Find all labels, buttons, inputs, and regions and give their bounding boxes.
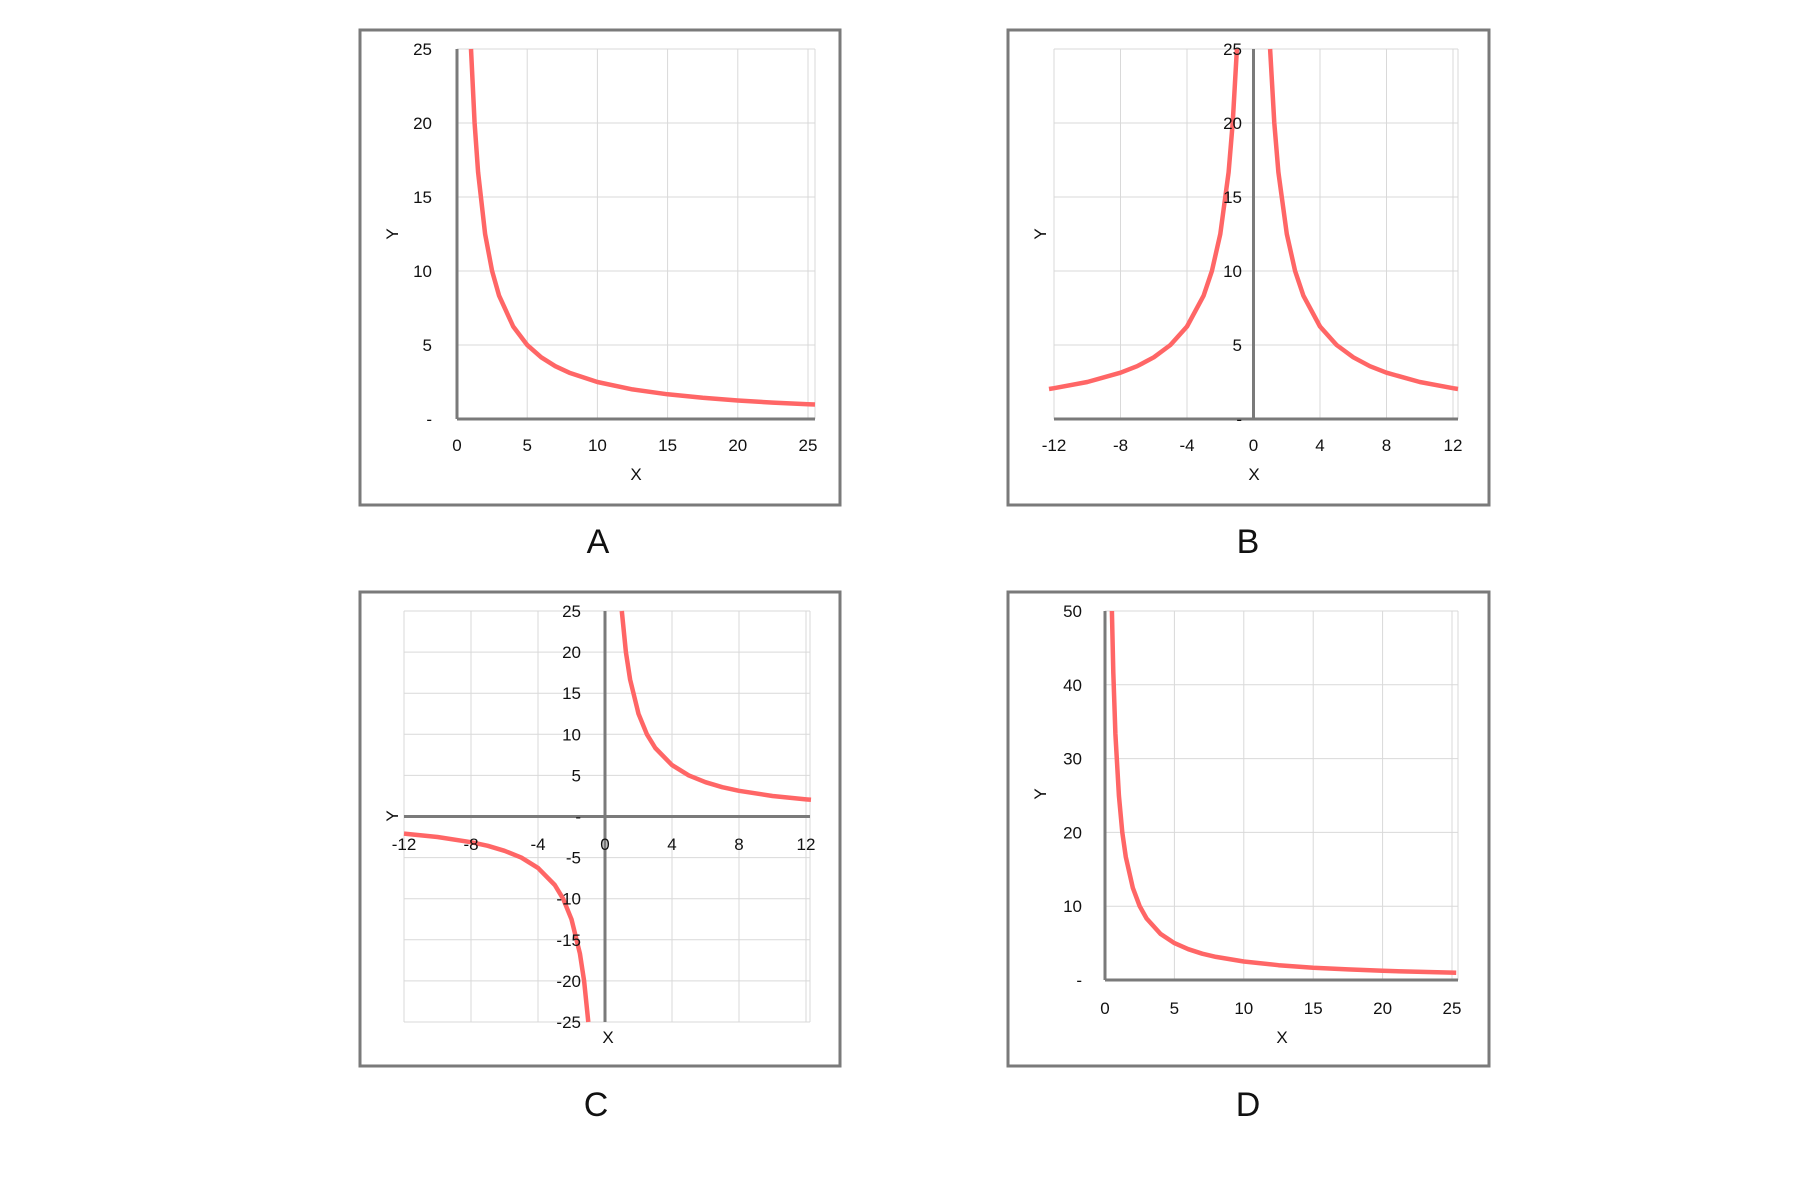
x-tick-label: 15 bbox=[658, 436, 677, 455]
x-tick-label: 12 bbox=[797, 835, 816, 854]
y-tick-label: -10 bbox=[556, 890, 581, 909]
y-tick-label: - bbox=[1236, 410, 1242, 429]
y-tick-label: 25 bbox=[562, 602, 581, 621]
y-axis-title: Y bbox=[383, 810, 402, 821]
curve-series bbox=[468, 48, 816, 407]
y-tick-label: -25 bbox=[556, 1013, 581, 1032]
curve-series bbox=[403, 831, 591, 1023]
y-tick-label: 10 bbox=[1063, 897, 1082, 916]
curve-series bbox=[1267, 48, 1459, 392]
chart-frame bbox=[358, 28, 842, 507]
y-tick-label: 30 bbox=[1063, 750, 1082, 769]
x-tick-label: 10 bbox=[588, 436, 607, 455]
y-tick-label: - bbox=[575, 808, 581, 827]
y-tick-label: 15 bbox=[413, 188, 432, 207]
x-tick-label: 0 bbox=[452, 436, 461, 455]
x-tick-label: 8 bbox=[734, 835, 743, 854]
y-axis-title: Y bbox=[1031, 788, 1050, 799]
x-axis-title: X bbox=[602, 1028, 613, 1047]
y-tick-label: 15 bbox=[562, 684, 581, 703]
y-tick-label: 20 bbox=[562, 643, 581, 662]
y-tick-label: 20 bbox=[413, 114, 432, 133]
y-tick-label: 10 bbox=[562, 725, 581, 744]
x-tick-label: 5 bbox=[1170, 999, 1179, 1018]
curve-series bbox=[619, 610, 812, 803]
x-tick-label: 0 bbox=[600, 835, 609, 854]
chart-frame bbox=[358, 590, 842, 1068]
y-tick-label: - bbox=[426, 410, 432, 429]
panel-label-b: B bbox=[1237, 523, 1260, 561]
chart-a: 0 5 10 15 20 25 - 5 10 15 20 25 X Y bbox=[358, 28, 842, 507]
x-tick-label: 4 bbox=[1315, 436, 1324, 455]
x-tick-label: 25 bbox=[1443, 999, 1462, 1018]
x-tick-label: 0 bbox=[1249, 436, 1258, 455]
y-tick-label: 25 bbox=[1223, 40, 1242, 59]
x-tick-label: 0 bbox=[1100, 999, 1109, 1018]
y-axis-title: Y bbox=[383, 228, 402, 239]
x-tick-label: -4 bbox=[530, 835, 545, 854]
curve-series bbox=[1048, 48, 1240, 392]
y-tick-label: 20 bbox=[1223, 114, 1242, 133]
y-tick-label: 25 bbox=[413, 40, 432, 59]
y-tick-label: - bbox=[1076, 971, 1082, 990]
x-tick-label: 10 bbox=[1234, 999, 1253, 1018]
x-tick-label: 15 bbox=[1304, 999, 1323, 1018]
x-tick-label: -8 bbox=[1113, 436, 1128, 455]
x-tick-label: -4 bbox=[1179, 436, 1194, 455]
panel-label-a: A bbox=[587, 523, 610, 561]
y-tick-label: -5 bbox=[566, 849, 581, 868]
curve-series bbox=[1109, 610, 1457, 975]
y-tick-label: 10 bbox=[413, 262, 432, 281]
y-tick-label: 50 bbox=[1063, 602, 1082, 621]
x-tick-label: 20 bbox=[728, 436, 747, 455]
panel-label-d: D bbox=[1236, 1086, 1261, 1124]
y-tick-label: 40 bbox=[1063, 676, 1082, 695]
x-tick-label: -12 bbox=[1042, 436, 1067, 455]
chart-frame bbox=[1006, 28, 1491, 507]
y-tick-label: 5 bbox=[1233, 336, 1242, 355]
x-tick-label: -12 bbox=[392, 835, 417, 854]
panel-label-c: C bbox=[584, 1086, 609, 1124]
chart-frame bbox=[1006, 590, 1491, 1068]
y-tick-label: -20 bbox=[556, 972, 581, 991]
x-axis-title: X bbox=[1248, 465, 1259, 484]
x-axis-title: X bbox=[1276, 1028, 1287, 1047]
y-tick-label: 20 bbox=[1063, 823, 1082, 842]
x-tick-label: 4 bbox=[667, 835, 676, 854]
y-tick-label: -15 bbox=[556, 931, 581, 950]
x-tick-label: 8 bbox=[1382, 436, 1391, 455]
x-tick-label: 25 bbox=[799, 436, 818, 455]
chart-d: 0 5 10 15 20 25 - 10 20 30 40 50 X Y bbox=[1006, 590, 1491, 1068]
y-tick-label: 5 bbox=[423, 336, 432, 355]
y-tick-label: 5 bbox=[572, 766, 581, 785]
x-tick-label: -8 bbox=[463, 835, 478, 854]
y-tick-label: 10 bbox=[1223, 262, 1242, 281]
x-tick-label: 20 bbox=[1373, 999, 1392, 1018]
chart-b: -12 -8 -4 0 4 8 12 - 5 10 15 20 25 X Y bbox=[1006, 28, 1491, 507]
y-axis-title: Y bbox=[1031, 228, 1050, 239]
x-axis-title: X bbox=[630, 465, 641, 484]
x-tick-label: 5 bbox=[522, 436, 531, 455]
y-tick-label: 15 bbox=[1223, 188, 1242, 207]
x-tick-label: 12 bbox=[1444, 436, 1463, 455]
